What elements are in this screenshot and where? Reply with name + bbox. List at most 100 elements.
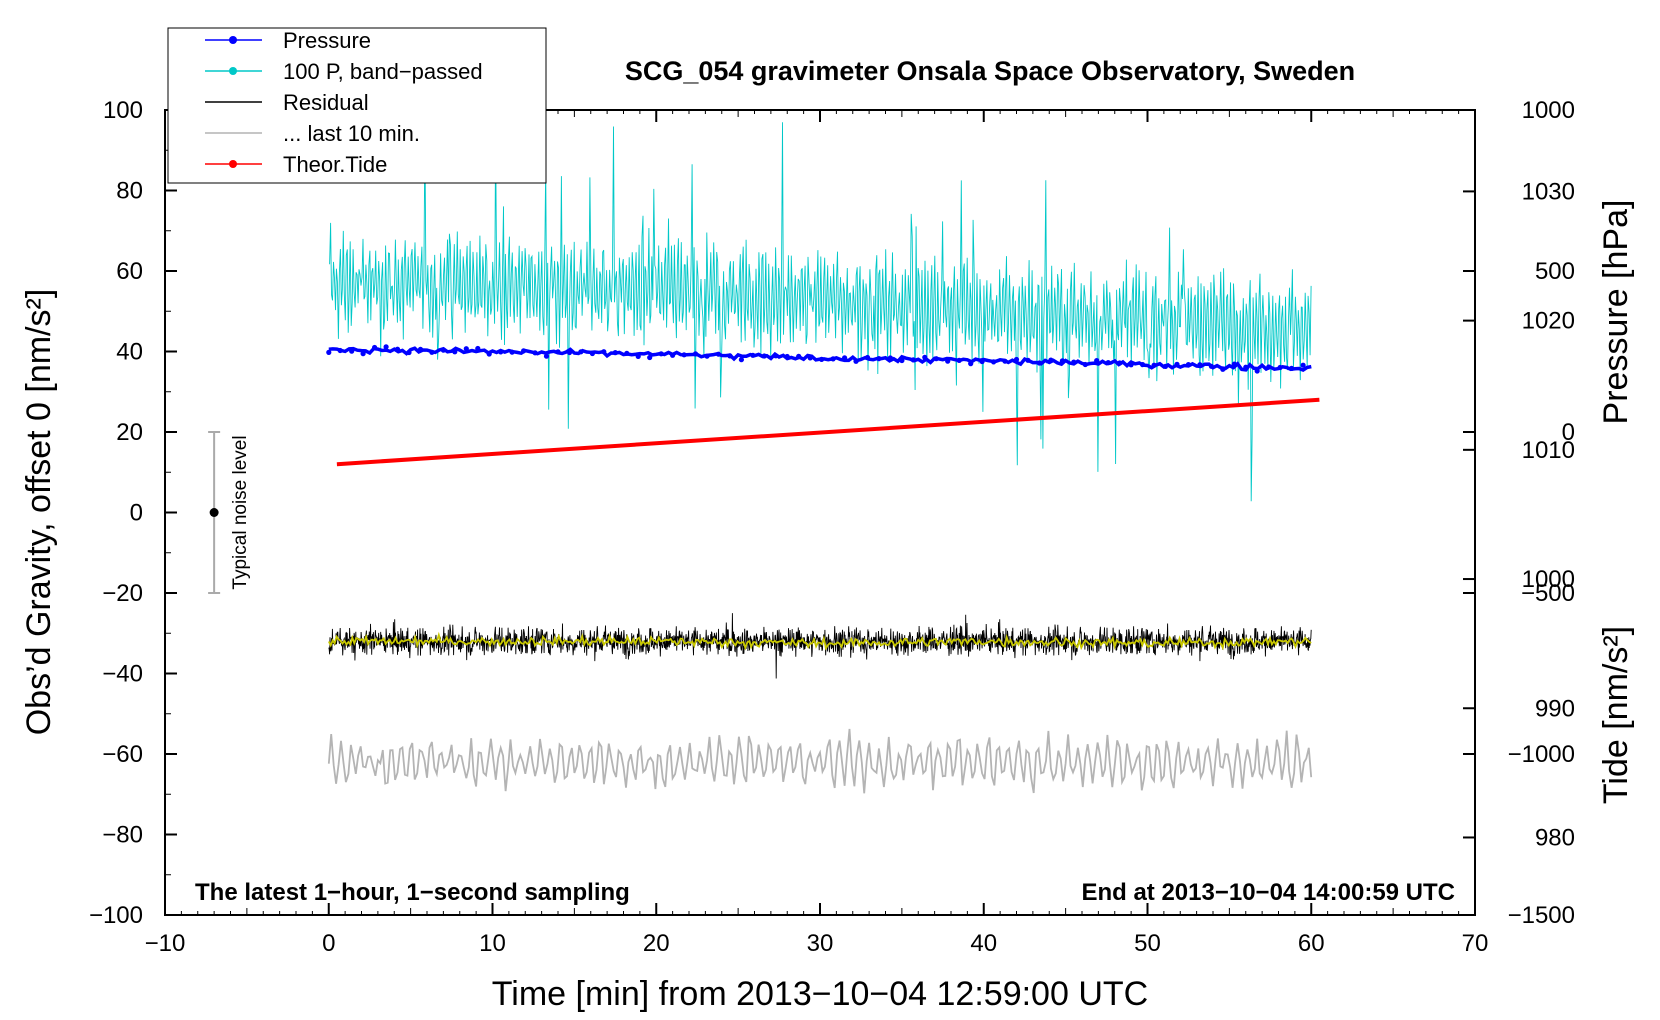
pressure-point bbox=[406, 349, 412, 356]
legend-label: ... last 10 min. bbox=[283, 121, 420, 146]
y-axis-label-pressure: Pressure [hPa] bbox=[1597, 200, 1635, 425]
x-tick-label: −10 bbox=[145, 930, 186, 957]
legend-label: 100 P, band−passed bbox=[283, 59, 483, 84]
legend-label: Theor.Tide bbox=[283, 152, 387, 177]
pressure-point bbox=[589, 350, 596, 357]
pressure-point bbox=[876, 356, 882, 362]
pressure-point bbox=[1059, 358, 1065, 364]
pressure-point bbox=[555, 349, 561, 355]
noise-bar-center-point bbox=[209, 508, 219, 517]
pressure-point bbox=[991, 359, 997, 365]
pressure-point bbox=[1185, 362, 1191, 368]
pressure-point bbox=[635, 353, 641, 359]
y-tick-label: 100 bbox=[103, 97, 143, 124]
tide-tick-label: −500 bbox=[1521, 580, 1575, 607]
pressure-point bbox=[1105, 360, 1111, 366]
legend-box bbox=[167, 27, 547, 184]
pressure-point bbox=[842, 355, 848, 361]
pressure-point bbox=[463, 346, 469, 352]
y-tick-label: 20 bbox=[116, 419, 143, 446]
pressure-point bbox=[715, 351, 722, 357]
note-end-time: End at 2013−10−04 14:00:59 UTC bbox=[1081, 879, 1455, 906]
pressure-point bbox=[670, 352, 676, 358]
pressure-point bbox=[1300, 362, 1306, 368]
pressure-point bbox=[566, 349, 573, 356]
y-tick-label: 0 bbox=[130, 500, 143, 527]
pressure-point bbox=[452, 349, 458, 355]
pressure-point bbox=[1013, 356, 1020, 363]
chart-title: SCG_054 gravimeter Onsala Space Observat… bbox=[625, 56, 1355, 86]
y-axis-label-tide: Tide [nm/s²] bbox=[1597, 626, 1635, 804]
pressure-point bbox=[1208, 363, 1214, 369]
tide-tick-label: −1500 bbox=[1508, 902, 1575, 929]
pressure-tick-label: 1020 bbox=[1522, 308, 1575, 335]
pressure-tick-label: 1030 bbox=[1522, 178, 1575, 205]
pressure-point bbox=[601, 349, 607, 355]
legend-swatch-marker bbox=[229, 36, 237, 44]
y-axis-label-left: Obs’d Gravity, offset 0 [nm/s²] bbox=[20, 289, 58, 736]
x-axis-label: Time [min] from 2013−10−04 12:59:00 UTC bbox=[492, 975, 1148, 1013]
y-tick-label: 80 bbox=[116, 178, 143, 205]
pressure-point bbox=[704, 353, 710, 359]
pressure-point bbox=[1254, 368, 1260, 374]
pressure-point bbox=[1151, 362, 1157, 368]
legend-label: Pressure bbox=[283, 28, 371, 53]
pressure-point bbox=[337, 347, 343, 354]
pressure-point bbox=[1071, 359, 1077, 365]
pressure-point bbox=[750, 352, 756, 358]
pressure-point bbox=[784, 353, 790, 360]
noise-level-label: Typical noise level bbox=[230, 435, 251, 589]
x-tick-label: 70 bbox=[1462, 930, 1489, 957]
plot-frame bbox=[164, 109, 1476, 916]
pressure-point bbox=[830, 356, 836, 362]
pressure-tick-label: 990 bbox=[1535, 695, 1575, 722]
pressure-tick-label: 980 bbox=[1535, 824, 1575, 851]
pressure-point bbox=[383, 344, 389, 350]
pressure-point bbox=[968, 361, 974, 367]
y-tick-label: 40 bbox=[116, 339, 143, 366]
pressure-point bbox=[1048, 357, 1054, 363]
pressure-point bbox=[1174, 361, 1180, 367]
pressure-point bbox=[498, 349, 504, 355]
pressure-point bbox=[1266, 364, 1272, 370]
y-tick-label: −40 bbox=[102, 661, 143, 688]
tide-tick-label: 500 bbox=[1535, 258, 1575, 285]
pressure-point bbox=[1140, 362, 1146, 368]
pressure-point bbox=[910, 357, 916, 363]
pressure-point bbox=[543, 353, 550, 359]
axes: −10 0 10 20 30 40 50 60 70100806040200−20−40−60−… bbox=[89, 97, 1575, 957]
pressure-point bbox=[727, 353, 733, 359]
pressure-point bbox=[1082, 361, 1088, 368]
pressure-point bbox=[979, 358, 985, 365]
pressure-point bbox=[807, 355, 813, 361]
pressure-point bbox=[394, 346, 401, 352]
x-tick-label: 40 bbox=[970, 930, 997, 957]
y-tick-label: 60 bbox=[116, 258, 143, 285]
x-tick-label: 60 bbox=[1298, 930, 1325, 957]
pressure-point bbox=[933, 356, 939, 362]
legend-swatch-marker bbox=[229, 160, 237, 168]
y-tick-label: −20 bbox=[102, 580, 143, 607]
pressure-point bbox=[761, 353, 767, 359]
pressure-point bbox=[612, 350, 618, 356]
pressure-point bbox=[578, 349, 584, 355]
pressure-point bbox=[773, 353, 779, 359]
pressure-point bbox=[945, 358, 951, 364]
legend-swatch-marker bbox=[229, 67, 237, 75]
pressure-point bbox=[853, 358, 859, 364]
series-last-10min-line bbox=[327, 728, 1313, 794]
pressure-point bbox=[1025, 357, 1031, 363]
pressure-point bbox=[1220, 366, 1226, 372]
pressure-point bbox=[796, 353, 802, 359]
x-tick-label: 10 bbox=[479, 930, 506, 957]
pressure-point bbox=[429, 349, 435, 355]
pressure-point bbox=[681, 352, 687, 358]
pressure-point bbox=[1162, 363, 1169, 369]
series-residual-smoothed-line bbox=[327, 631, 1312, 651]
pressure-point bbox=[372, 344, 378, 351]
pressure-point bbox=[1243, 364, 1249, 370]
pressure-point bbox=[624, 350, 630, 356]
pressure-point bbox=[1128, 362, 1134, 368]
pressure-point bbox=[349, 348, 355, 354]
